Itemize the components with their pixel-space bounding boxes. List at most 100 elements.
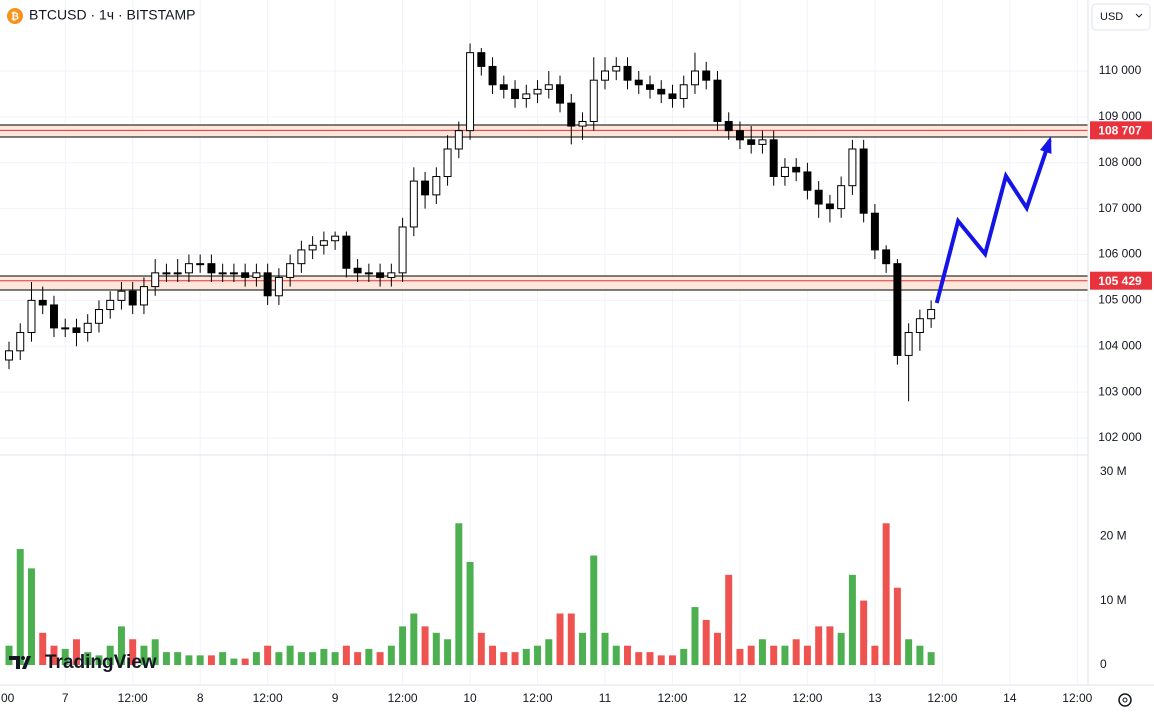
volume-bar <box>207 655 215 666</box>
volume-bar <box>196 655 204 666</box>
candle-body <box>623 65 632 81</box>
volume-bar <box>129 639 137 666</box>
candle-body <box>825 203 834 210</box>
candle-body <box>668 93 677 100</box>
volume-bar <box>646 652 654 666</box>
volume-bar <box>803 645 811 666</box>
currency-caret <box>1135 13 1143 18</box>
volume-bar <box>5 645 13 666</box>
volume-bar <box>219 652 227 666</box>
candle-body <box>803 171 812 191</box>
candle-body <box>713 79 722 122</box>
zone-price-label: 108 707 <box>1098 123 1142 137</box>
y-tick-label: 108 000 <box>1098 155 1142 169</box>
volume-bar <box>365 648 373 666</box>
projection-arrowhead <box>1039 136 1052 154</box>
volume-bar <box>421 626 429 666</box>
volume-bar <box>826 626 834 666</box>
volume-bar <box>713 632 721 666</box>
volume-bar <box>579 632 587 666</box>
coin-icon-glyph: ₿ <box>11 11 19 23</box>
candle-body <box>488 65 497 86</box>
candle-body <box>724 120 733 132</box>
candle-body <box>511 88 520 100</box>
candle-body <box>72 327 81 333</box>
volume-bar <box>230 658 238 666</box>
volume-bar <box>758 639 766 666</box>
candle-body <box>398 226 407 274</box>
candle-body <box>769 139 778 178</box>
volume-bar <box>522 648 530 666</box>
candle-body <box>241 272 250 278</box>
candle-body <box>218 272 227 275</box>
candle-body <box>814 189 823 205</box>
candle-body <box>466 52 475 132</box>
candle-body <box>432 176 441 196</box>
volume-bar <box>736 648 744 666</box>
volume-bar <box>432 632 440 666</box>
candle-body <box>308 244 317 251</box>
volume-bar <box>140 645 148 666</box>
candle-body <box>139 286 148 306</box>
projection-line <box>934 139 1052 304</box>
x-tick-label: 12:00 <box>523 691 553 705</box>
currency-button[interactable] <box>1091 3 1151 31</box>
y-tick-label: 102 000 <box>1098 430 1142 444</box>
volume-bar <box>815 626 823 666</box>
x-tick-label: 7 <box>62 691 69 705</box>
currency-label[interactable]: USD <box>1100 11 1123 23</box>
watermark: TradingView <box>9 652 157 673</box>
candle-body <box>49 304 58 329</box>
y-tick-label: 104 000 <box>1098 338 1142 352</box>
candle-body <box>364 272 373 275</box>
settings-button[interactable] <box>1118 693 1132 707</box>
x-tick-label: 11 <box>599 691 612 705</box>
zone-price-box <box>1090 121 1152 140</box>
candle-body <box>915 318 924 333</box>
volume-bar <box>16 549 24 666</box>
volume-bar <box>28 568 35 666</box>
volume-bar <box>500 652 508 666</box>
volume-bar <box>309 652 317 666</box>
volume-bar <box>241 658 249 666</box>
settings-icon[interactable] <box>1118 693 1132 707</box>
axes: 00 7 12:00 8 12:00 9 12:00 10 12:00 11 12:00 12 12:0… <box>1 63 1152 705</box>
volume-bar <box>174 652 182 666</box>
volume-bar <box>297 652 305 666</box>
x-tick-label: 12:00 <box>792 691 822 705</box>
candle-body <box>162 272 171 275</box>
volume-bar <box>612 645 620 666</box>
candle-body <box>882 249 891 265</box>
candle-body <box>601 70 609 81</box>
zone-price-label: 105 429 <box>1098 274 1142 288</box>
x-tick-label: 10 <box>463 691 477 705</box>
volume-bar <box>848 574 856 666</box>
candle-body <box>196 263 205 266</box>
volume-bar <box>770 645 778 666</box>
y-tick-label: 109 000 <box>1098 109 1142 123</box>
x-tick-label: 12:00 <box>118 691 148 705</box>
candle-body <box>904 331 913 356</box>
x-tick-label: 12 <box>733 691 747 705</box>
candle-body <box>387 272 396 278</box>
candle-body <box>567 102 576 127</box>
volume-bar <box>466 561 474 666</box>
candle-body <box>376 272 385 278</box>
volume-bar <box>117 626 125 666</box>
volume-bar <box>556 613 564 666</box>
candle-body <box>128 290 137 306</box>
y-tick-label: 107 000 <box>1098 201 1142 215</box>
candle-body <box>263 272 272 297</box>
candle-body <box>735 130 744 141</box>
x-tick-label: 12:00 <box>927 691 957 705</box>
volume-tick-label: 20 M <box>1100 528 1127 542</box>
y-tick-label: 103 000 <box>1098 384 1142 398</box>
volume-bar <box>354 652 362 666</box>
x-tick-label: 8 <box>197 691 204 705</box>
zone-band <box>0 125 1088 138</box>
x-tick-label: 12:00 <box>253 691 283 705</box>
volume-bar <box>39 632 47 666</box>
candle-body <box>184 263 193 274</box>
volume-bar <box>275 652 283 666</box>
volume-bar <box>72 639 80 666</box>
